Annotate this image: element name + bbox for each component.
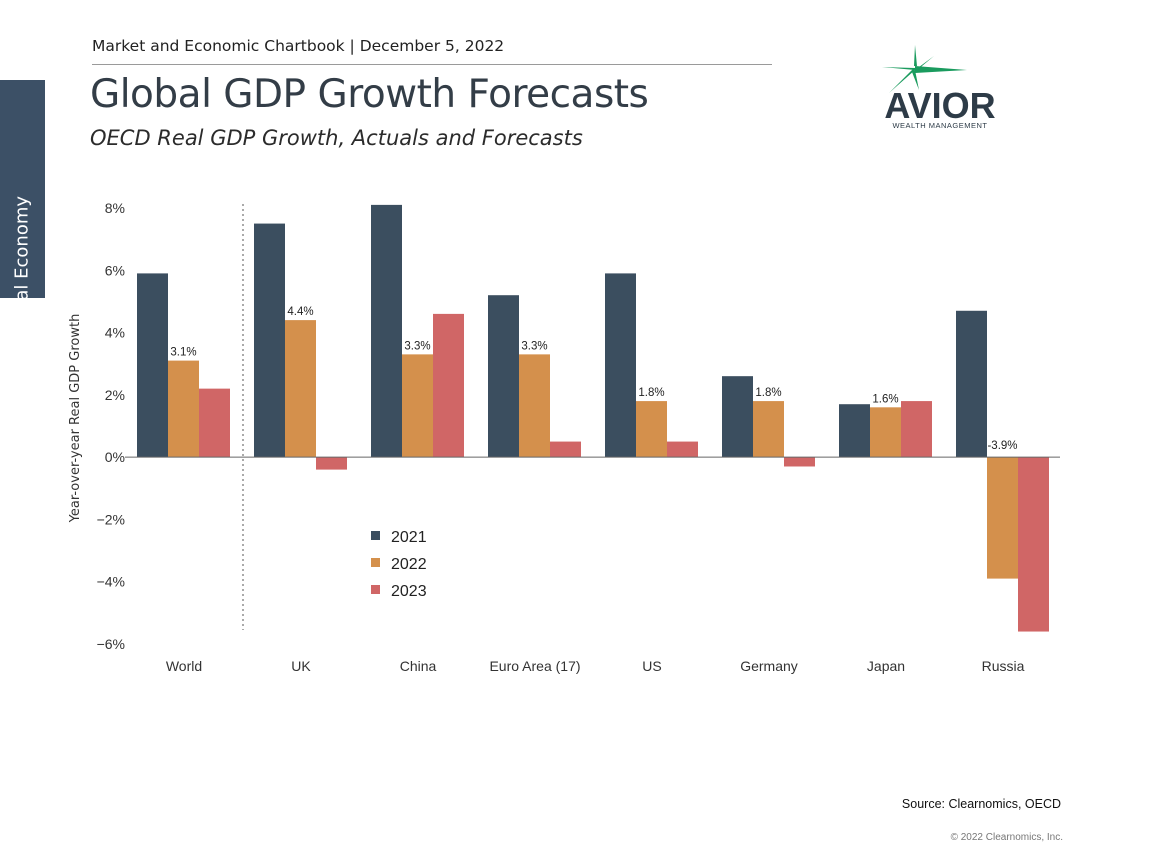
page-title: Global GDP Growth Forecasts bbox=[90, 72, 649, 117]
bar-2021 bbox=[488, 295, 519, 458]
bar-2022 bbox=[285, 320, 316, 458]
y-tick-label: 8% bbox=[105, 200, 125, 216]
x-tick-label: Russia bbox=[982, 658, 1025, 674]
legend-label: 2021 bbox=[391, 529, 427, 546]
data-label: 1.6% bbox=[872, 393, 898, 405]
bar-2022 bbox=[402, 354, 433, 458]
x-tick-label: Germany bbox=[740, 658, 798, 674]
bar-2021 bbox=[254, 223, 285, 458]
bar-2021 bbox=[371, 204, 402, 458]
y-tick-label: −2% bbox=[97, 511, 125, 527]
bar-2022 bbox=[753, 401, 784, 458]
bar-2022 bbox=[636, 401, 667, 458]
star-icon bbox=[882, 45, 967, 93]
y-tick-label: 2% bbox=[105, 387, 125, 403]
bar-2023 bbox=[433, 313, 464, 458]
x-tick-label: Euro Area (17) bbox=[489, 658, 580, 674]
copyright-note: © 2022 Clearnomics, Inc. bbox=[950, 832, 1063, 843]
x-tick-label: China bbox=[400, 658, 437, 674]
data-label: 3.1% bbox=[170, 347, 196, 359]
legend-swatch-2023 bbox=[371, 585, 380, 594]
avior-logo: AVIOR WEALTH MANAGEMENT bbox=[882, 45, 996, 130]
data-label: 4.4% bbox=[287, 306, 313, 318]
header-divider bbox=[92, 64, 772, 65]
bar-2022 bbox=[987, 457, 1018, 579]
bar-2023 bbox=[901, 401, 932, 458]
bar-2023 bbox=[316, 457, 347, 470]
y-tick-label: 0% bbox=[105, 449, 125, 465]
legend-label: 2022 bbox=[391, 556, 427, 573]
data-label: 1.8% bbox=[638, 387, 664, 399]
data-label: -3.9% bbox=[987, 440, 1017, 452]
y-axis-label: Year-over-year Real GDP Growth bbox=[68, 314, 83, 524]
logo-name: AVIOR bbox=[884, 85, 995, 126]
bar-2021 bbox=[137, 273, 168, 458]
source-note: Source: Clearnomics, OECD bbox=[901, 797, 1061, 811]
page-subtitle: OECD Real GDP Growth, Actuals and Foreca… bbox=[90, 126, 583, 150]
chartbook-header: Market and Economic Chartbook | December… bbox=[92, 37, 505, 55]
bar-2023 bbox=[784, 457, 815, 467]
data-label: 1.8% bbox=[755, 387, 781, 399]
y-tick-label: 6% bbox=[105, 262, 125, 278]
data-label: 3.3% bbox=[404, 340, 430, 352]
x-tick-label: World bbox=[166, 658, 202, 674]
bar-2022 bbox=[519, 354, 550, 458]
data-label: 3.3% bbox=[521, 340, 547, 352]
y-tick-label: 4% bbox=[105, 325, 125, 341]
logo-tagline: WEALTH MANAGEMENT bbox=[892, 121, 987, 130]
legend-swatch-2021 bbox=[371, 531, 380, 540]
bar-2023 bbox=[199, 388, 230, 458]
y-tick-label: −6% bbox=[97, 636, 125, 652]
bar-2022 bbox=[870, 407, 901, 458]
x-tick-label: US bbox=[642, 658, 661, 674]
legend-label: 2023 bbox=[391, 583, 427, 600]
legend-swatch-2022 bbox=[371, 558, 380, 567]
y-tick-label: −4% bbox=[97, 574, 125, 590]
bar-2021 bbox=[839, 404, 870, 458]
bar-2023 bbox=[550, 441, 581, 458]
x-tick-label: UK bbox=[291, 658, 311, 674]
bar-2023 bbox=[1018, 457, 1049, 632]
bar-2022 bbox=[168, 360, 199, 458]
side-tab: Global Economy bbox=[0, 80, 45, 342]
bar-2021 bbox=[956, 310, 987, 458]
x-tick-label: Japan bbox=[867, 658, 905, 674]
bar-2021 bbox=[605, 273, 636, 458]
bar-2021 bbox=[722, 376, 753, 458]
bar-2023 bbox=[667, 441, 698, 458]
